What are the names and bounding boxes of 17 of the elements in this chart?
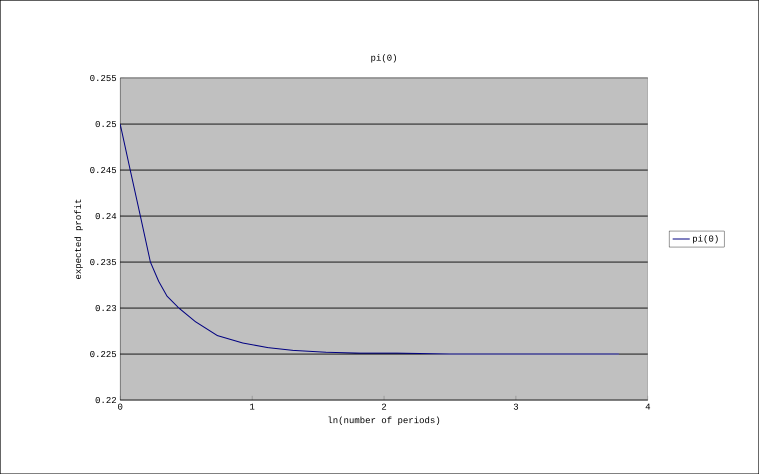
- y-tick-label: 0.225: [90, 350, 116, 358]
- x-tick-label: 4: [646, 404, 650, 410]
- y-tick-label: 0.245: [90, 166, 116, 174]
- legend-label: pi(0): [693, 234, 718, 244]
- x-tick-label: 3: [514, 404, 518, 410]
- y-tick-label: 0.22: [96, 396, 116, 404]
- x-tick-label: 0: [118, 404, 122, 410]
- y-tick-label: 0.255: [90, 74, 116, 82]
- chart-title: pi(0): [371, 54, 396, 62]
- x-tick-label: 2: [382, 404, 386, 410]
- y-tick-label: 0.23: [96, 304, 116, 312]
- y-tick-label: 0.25: [96, 120, 116, 128]
- y-axis-title: expected profit: [74, 199, 83, 279]
- x-axis-title: ln(number of periods): [328, 416, 440, 425]
- x-tick-label: 1: [250, 404, 254, 410]
- y-tick-label: 0.235: [90, 258, 116, 266]
- y-tick-label: 0.24: [96, 212, 116, 220]
